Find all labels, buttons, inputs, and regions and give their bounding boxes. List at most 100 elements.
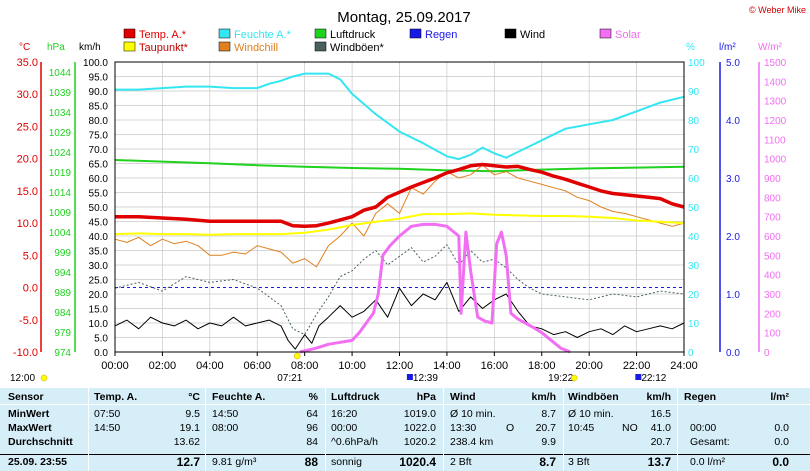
pressure-tick-label: 984 [54, 308, 71, 319]
stat-0-temp-val: 9.5 [185, 408, 200, 420]
legend-label: Temp. A.* [139, 29, 187, 41]
chart-title: Montag, 25.09.2017 [337, 9, 470, 26]
header-rain-unit: l/m² [770, 391, 789, 403]
pressure-tick-label: 1044 [49, 68, 72, 79]
stat-1-gust-text: 10:45 [568, 422, 595, 434]
stat-2-gust-val: 20.7 [650, 436, 671, 448]
legend-swatch [218, 28, 231, 39]
temp-tick-label: 5.0 [23, 250, 38, 262]
x-tick-label: 10:00 [338, 360, 366, 372]
axis-ticks: 35.0 30.0 25.0 20.0 15.0 10.0 5.0 0.0 -5.0 -10.0 1… [13, 57, 787, 372]
x-tick-label: 24:00 [670, 360, 698, 372]
solar-tick-label: 1300 [764, 97, 787, 108]
temp-tick-label: 0.0 [23, 283, 38, 295]
x-tick-label: 06:00 [243, 360, 271, 372]
header-temp-unit: °C [188, 391, 200, 403]
series-taupunkt-line [114, 212, 685, 236]
pressure-tick-label: 994 [54, 268, 71, 279]
stat-0-gust-text: Ø 10 min. [568, 408, 614, 420]
x-tick-label: 22:00 [623, 360, 651, 372]
stat-1-hum-time: 08:00 [212, 422, 239, 434]
stat-1-rain-val: 0.0 [774, 422, 789, 434]
wind-tick-label: 80.0 [89, 116, 109, 127]
moon-time-label: 12:00 [10, 373, 35, 384]
header-humidity-unit: % [308, 391, 318, 403]
wind-tick-label: 10.0 [89, 319, 109, 330]
sunset-icon [570, 374, 578, 382]
wind-tick-label: 15.0 [89, 305, 109, 316]
x-tick-label: 08:00 [291, 360, 319, 372]
humidity-tick-label: 30 [688, 261, 700, 272]
temp-tick-label: 25.0 [17, 121, 38, 133]
humidity-tick-label: 20 [688, 290, 700, 301]
sunset-time-label: 19:22 [548, 373, 573, 384]
stat-1-wind-dir: O [506, 422, 515, 434]
legend-swatch [504, 28, 517, 39]
rain-tick-label: 3.0 [726, 174, 740, 185]
legend-label: Windchill [234, 42, 278, 54]
legend-swatch [123, 28, 136, 39]
solar-tick-label: 700 [764, 213, 781, 224]
plot-border [114, 61, 685, 353]
humidity-tick-label: 100 [688, 58, 705, 69]
stat-3-rain-text: 0.0 l/m² [690, 456, 726, 468]
wind-tick-label: 85.0 [89, 102, 109, 113]
solar-tick-label: 1100 [764, 135, 786, 146]
stat-1-hum-val: 96 [306, 422, 318, 434]
stat-1-gust-val: 41.0 [650, 422, 671, 434]
pressure-unit-label: hPa [47, 42, 65, 53]
stat-3-gust-text: 3 Bft [568, 456, 590, 468]
x-tick-label: 00:00 [101, 360, 129, 372]
stat-2-press-val: 1020.2 [403, 436, 436, 448]
stat-0-temp-time: 07:50 [94, 408, 121, 420]
pressure-tick-label: 974 [54, 348, 71, 359]
pressure-tick-label: 1019 [49, 168, 72, 179]
stat-3-press-val: 1020.4 [399, 455, 436, 469]
solar-tick-label: 600 [764, 232, 781, 243]
x-tick-label: 14:00 [433, 360, 461, 372]
stat-1-press-time: 00:00 [331, 422, 358, 434]
solar-tick-label: 200 [764, 309, 781, 320]
rain-tick-label: 2.0 [726, 232, 740, 243]
wind-unit-label: km/h [79, 42, 101, 53]
header-wind-unit: km/h [531, 391, 556, 403]
legend-label: Windböen* [330, 42, 385, 54]
solar-tick-label: 1000 [764, 155, 787, 166]
stat-2-hum-val: 84 [306, 436, 318, 448]
solar-tick-label: 900 [764, 174, 781, 185]
header-wind: Wind [450, 391, 476, 403]
pressure-tick-label: 1039 [49, 88, 72, 99]
chart-grid [114, 61, 685, 356]
x-tick-label: 02:00 [149, 360, 177, 372]
pressure-tick-label: 1009 [49, 208, 72, 219]
sunrise-icon [294, 352, 301, 360]
header-sensor: Sensor [8, 391, 44, 403]
solar-tick-label: 800 [764, 193, 781, 204]
header-humidity: Feuchte A. [212, 391, 266, 403]
moonset-icon [635, 374, 642, 380]
humidity-tick-label: 10 [688, 319, 700, 330]
stat-2-wind-val: 9.9 [541, 436, 556, 448]
wind-tick-label: 95.0 [89, 73, 109, 84]
stat-0-hum-val: 64 [306, 408, 318, 420]
series-tempa-line [115, 162, 685, 229]
legend-label: Solar [615, 29, 641, 41]
solar-tick-label: 400 [764, 271, 781, 282]
legend-swatch [218, 41, 231, 52]
solar-tick-label: 1500 [764, 58, 787, 69]
humidity-tick-label: 50 [688, 203, 700, 214]
series-wind-line [114, 281, 685, 350]
legend-swatch [314, 28, 327, 39]
credit-text: © Weber Mike [749, 5, 806, 15]
stat-3-hum-time: 9.81 g/m³ [212, 456, 257, 468]
stat-3-wind-val: 8.7 [539, 455, 556, 469]
wind-tick-label: 40.0 [89, 232, 109, 243]
legend-swatch [314, 41, 327, 52]
legend-swatch [599, 28, 612, 39]
humidity-tick-label: 60 [688, 174, 700, 185]
wind-tick-label: 45.0 [89, 218, 109, 229]
weather-chart: Montag, 25.09.2017 © Weber Mike Temp. A.… [10, 5, 806, 384]
solar-tick-label: 0 [764, 348, 770, 359]
solar-unit-label: W/m² [758, 42, 783, 53]
axis-units: °C hPa km/h% l/m² W/m² [19, 42, 783, 53]
